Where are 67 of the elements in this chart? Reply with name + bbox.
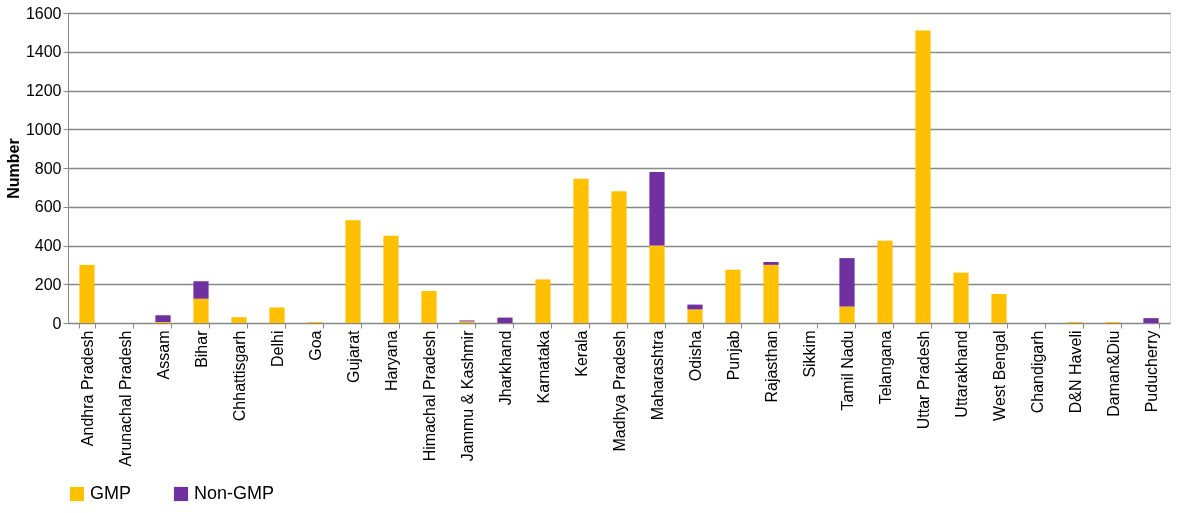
x-tick-label: Madhya Pradesh (610, 330, 628, 452)
y-tick-label: 1200 (25, 82, 62, 99)
y-tick-label: 600 (34, 198, 62, 216)
legend-label: GMP (90, 483, 132, 503)
y-tick-label: 1400 (25, 43, 62, 61)
x-tick-label: Uttarakhand (952, 330, 970, 418)
x-tick-label: Punjab (724, 330, 742, 381)
bar (345, 220, 361, 323)
bar (649, 171, 665, 246)
x-tick-label: D&N Haveli (1066, 330, 1084, 414)
bar (915, 30, 931, 323)
bar (953, 272, 969, 323)
legend-label: Non-GMP (194, 483, 275, 503)
y-tick-label: 800 (34, 159, 62, 177)
bar (269, 307, 285, 323)
bar (839, 306, 855, 323)
bar (991, 293, 1007, 323)
y-tick-label: 0 (52, 314, 62, 332)
bar (573, 178, 589, 323)
bar (155, 315, 171, 323)
x-tick-label: Chandigarh (1028, 330, 1046, 414)
y-tick-label: 400 (34, 237, 62, 254)
bar (193, 298, 209, 323)
x-tick-label: Tamil Nadu (838, 330, 856, 411)
x-tick-label: Goa (306, 330, 324, 361)
x-tick-label: West Bengal (990, 330, 1008, 421)
x-tick-label: Assam (154, 330, 172, 380)
bar (535, 279, 551, 323)
bar (231, 317, 247, 323)
bar (687, 309, 703, 323)
x-tick-label: Rajasthan (762, 330, 780, 403)
x-tick-label: Bihar (192, 329, 210, 368)
x-tick-label: Gujarat (344, 329, 362, 383)
x-tick-label: Sikkim (800, 330, 818, 378)
x-tick-label: Uttar Pradesh (914, 330, 932, 430)
x-tick-label: Jammu & Kashmir (458, 329, 476, 462)
bar (1143, 318, 1159, 323)
x-tick-label: Chhattisgarh (230, 330, 248, 422)
y-tick-label: 1000 (25, 120, 62, 138)
bar (193, 281, 209, 299)
x-tick-label: Daman&Diu (1104, 330, 1122, 417)
bar (649, 245, 665, 323)
y-tick-label: 200 (34, 275, 62, 293)
y-axis-title: Number (4, 138, 22, 199)
x-tick-label: Himachal Pradesh (420, 330, 438, 462)
x-tick-label: Karnataka (534, 330, 552, 404)
bar (877, 240, 893, 323)
x-tick-label: Puducherry (1142, 330, 1160, 413)
x-tick-label: Jharkhand (496, 330, 514, 406)
bar (725, 269, 741, 323)
x-tick-label: Odisha (686, 330, 704, 382)
x-tick-label: Delhi (268, 330, 286, 367)
bar (763, 261, 779, 265)
x-tick-label: Maharashtra (648, 330, 666, 421)
x-tick-label: Kerala (572, 330, 590, 377)
y-tick-label: 1600 (25, 4, 62, 22)
x-tick-label: Telangana (876, 330, 894, 405)
x-tick-label: Andhra Pradesh (78, 330, 96, 447)
x-tick-label: Arunachal Pradesh (116, 330, 134, 467)
bar (79, 264, 95, 323)
bar (383, 235, 399, 323)
bar (611, 191, 627, 323)
x-tick-label: Haryana (382, 330, 400, 391)
bar (497, 317, 513, 323)
bar (839, 258, 855, 307)
bar (421, 291, 437, 323)
bar (763, 264, 779, 323)
